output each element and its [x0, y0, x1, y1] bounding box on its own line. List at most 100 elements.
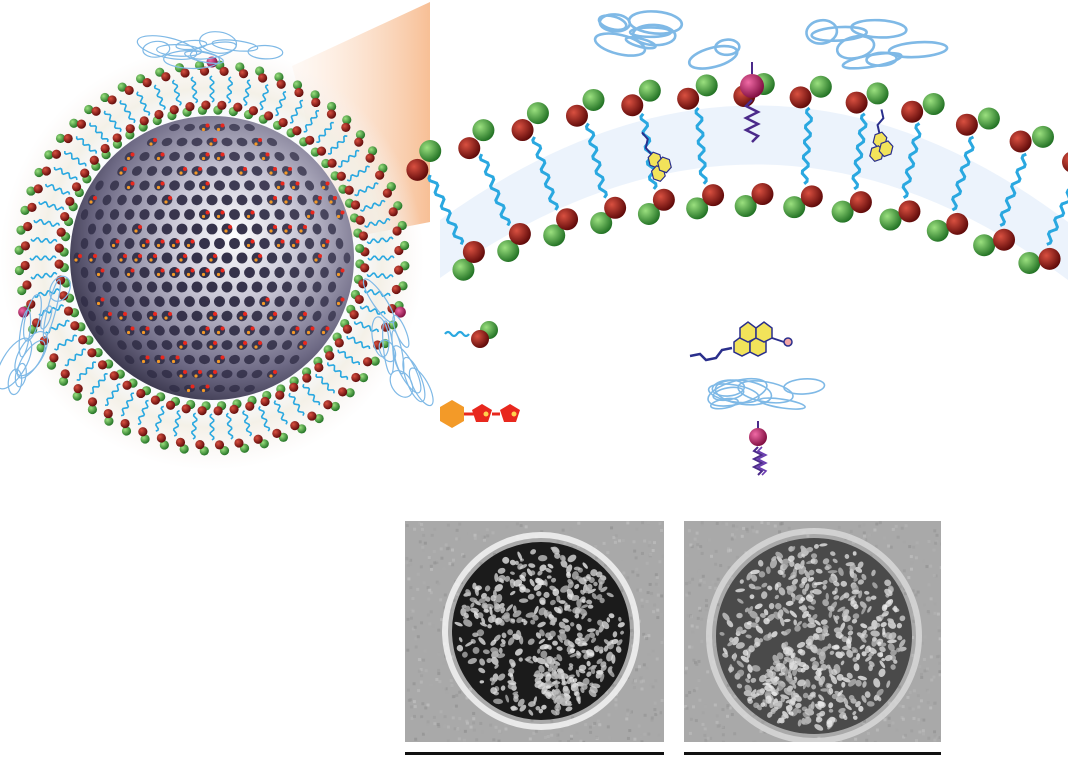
- head-group-inner: [342, 324, 353, 334]
- head-group-inner: [165, 400, 176, 410]
- pore: [289, 355, 300, 364]
- pore: [281, 281, 293, 293]
- pore: [236, 194, 248, 206]
- lipid-tail: [103, 110, 122, 133]
- pore: [161, 369, 173, 379]
- head-group-outer: [621, 94, 644, 117]
- head-group-outer: [326, 101, 337, 112]
- drug-cargo: [288, 196, 292, 200]
- head-group-outer: [365, 153, 375, 163]
- lipid-tail: [346, 165, 370, 182]
- lipid-tail: [89, 122, 109, 143]
- scale-bar-left: [405, 752, 664, 755]
- pore: [88, 310, 96, 322]
- pore: [176, 223, 188, 235]
- drug-cargo: [160, 239, 165, 244]
- head-group-inner: [637, 203, 660, 226]
- head-group-outer: [406, 158, 429, 181]
- drug-cargo: [198, 370, 202, 374]
- head-group-outer: [120, 418, 130, 429]
- drug-cargo: [104, 316, 108, 320]
- head-group-inner: [213, 406, 223, 416]
- drug-cargo: [269, 316, 273, 320]
- drug-cargo: [93, 254, 97, 258]
- head-group-outer: [388, 207, 398, 217]
- drug-cargo: [205, 326, 210, 331]
- head-group-outer: [323, 400, 333, 410]
- pore: [139, 180, 150, 191]
- lipid-tail: [427, 174, 465, 245]
- peg-coil: [175, 39, 208, 51]
- head-group-outer: [809, 75, 832, 98]
- pore: [184, 354, 195, 365]
- drug-cargo: [209, 258, 213, 262]
- drug-cargo: [130, 152, 135, 157]
- head-group-outer: [76, 119, 87, 129]
- lipid-tail: [315, 373, 335, 394]
- pore: [109, 267, 120, 278]
- drug-molecule-icon: [440, 400, 520, 428]
- drug-cargo: [201, 330, 206, 335]
- pore: [102, 281, 112, 293]
- drug-cargo: [213, 341, 217, 345]
- lipid-tail: [1046, 188, 1068, 246]
- pore: [139, 296, 150, 307]
- drug-cargo: [175, 239, 180, 244]
- lipid-tail: [353, 321, 380, 333]
- drug-cargo: [138, 225, 142, 229]
- lipid-tail: [153, 84, 166, 111]
- drug-cargo: [123, 254, 127, 258]
- head-group-inner: [973, 234, 996, 257]
- peg-coil: [42, 279, 61, 339]
- drug-cargo: [265, 152, 270, 157]
- head-group-outer: [358, 372, 369, 383]
- drug-cargo: [156, 359, 161, 364]
- drug-cargo: [96, 301, 101, 306]
- pore: [146, 281, 158, 293]
- drug-cargo: [250, 326, 255, 331]
- head-group-outer: [87, 397, 98, 407]
- head-group-outer: [238, 69, 249, 79]
- drug-cargo: [134, 229, 138, 233]
- pore: [274, 151, 285, 162]
- pore: [251, 369, 263, 379]
- pore: [169, 123, 180, 132]
- drug-cargo: [273, 312, 277, 316]
- peg-coil: [16, 339, 46, 379]
- head-group-inner: [100, 143, 110, 154]
- head-group-outer: [34, 167, 44, 178]
- lipid-tail: [259, 84, 269, 111]
- head-group-inner: [462, 240, 485, 263]
- scale-bar-right: [684, 752, 941, 755]
- head-group-outer: [399, 240, 410, 251]
- lipid-tail: [38, 201, 65, 211]
- drug-cargo: [284, 229, 288, 233]
- head-group-outer: [214, 440, 225, 450]
- head-group-outer: [175, 437, 186, 447]
- head-group-outer: [272, 428, 282, 438]
- drug-cargo: [209, 374, 213, 378]
- head-group-outer: [337, 387, 348, 397]
- head-group-outer: [55, 133, 66, 144]
- pore: [312, 310, 322, 322]
- pore: [206, 194, 218, 206]
- drug-cargo: [258, 341, 262, 345]
- head-group-outer: [87, 404, 98, 415]
- drug-cargo: [198, 167, 202, 171]
- pore: [229, 151, 240, 162]
- head-group-outer: [140, 434, 150, 444]
- lipid-tail: [346, 335, 371, 350]
- head-group-inner: [302, 373, 312, 383]
- pore: [221, 252, 233, 264]
- head-group-inner: [136, 388, 146, 399]
- pore: [146, 340, 158, 350]
- lipid-tail: [137, 399, 149, 426]
- head-group-inner: [97, 360, 108, 370]
- pore: [251, 223, 263, 235]
- pore: [297, 194, 307, 206]
- cholesterol-icon: [689, 321, 793, 362]
- lipid-tail: [364, 217, 391, 228]
- pore: [117, 340, 127, 350]
- head-group-outer: [314, 413, 324, 424]
- drug-cargo: [258, 138, 262, 142]
